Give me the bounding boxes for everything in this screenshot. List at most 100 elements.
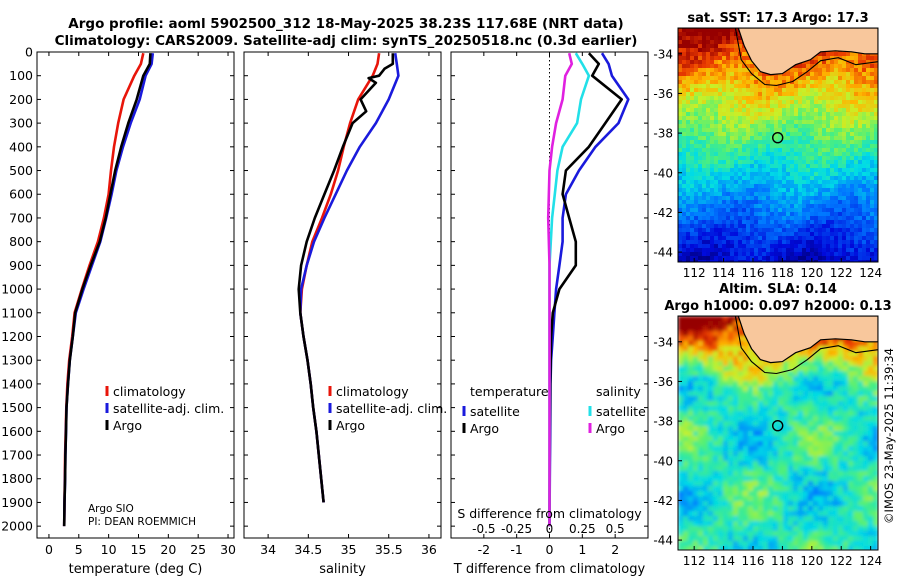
- map-lat-label: -36: [653, 375, 673, 389]
- x-tick-label: 0: [546, 542, 554, 557]
- land-mass: [678, 316, 878, 364]
- figure-title-line2: Climatology: CARS2009. Satellite-adj cli…: [55, 33, 638, 49]
- sla-map-frame: [677, 315, 879, 551]
- x-tick-label: 2: [611, 542, 619, 557]
- series-group: [546, 52, 630, 538]
- y-tick-label: 600: [9, 187, 33, 202]
- legend-temperature-title: temperature: [470, 384, 549, 399]
- argo-position-marker: [772, 419, 784, 432]
- x-tick-label: 35: [341, 542, 357, 557]
- y-tick-label: 1200: [1, 329, 33, 344]
- legend-label: satellite-adj. clim.: [113, 401, 224, 416]
- map-lon-label: 114: [712, 266, 735, 280]
- y-tick-label: 1400: [1, 376, 33, 391]
- sla-map: [678, 316, 878, 550]
- x-tick-label: 25: [190, 542, 206, 557]
- sst-map-frame: [677, 27, 879, 263]
- map-lat-label: -38: [653, 415, 673, 429]
- x-tick-label: 1: [578, 542, 586, 557]
- x-axis-label: T difference from climatology: [453, 562, 646, 577]
- legend-salinity-title: salinity: [596, 384, 641, 399]
- sst-map-title: sat. SST: 17.3 Argo: 17.3: [687, 11, 868, 26]
- s-axis-label: S difference from climatology: [457, 506, 642, 521]
- map-lon-label: 116: [742, 554, 765, 568]
- y-tick-label: 1500: [1, 400, 33, 415]
- temperature-panel: 0100200300400500600700800900100011001200…: [1, 45, 236, 578]
- x-tick-label: 30: [220, 542, 236, 557]
- sst-map: [678, 28, 878, 262]
- difference-panel: -2 -1 0 1 2 T difference from climatology temp…: [450, 51, 649, 577]
- map-lat-label: -38: [653, 127, 673, 141]
- map-lon-label: 122: [830, 266, 853, 280]
- y-tick-label: 1300: [1, 353, 33, 368]
- map-lat-label: -44: [653, 534, 673, 548]
- map-lon-label: 116: [742, 266, 765, 280]
- sla-map-title-line1: Altim. SLA: 0.14: [719, 282, 837, 297]
- map-lon-label: 124: [859, 554, 882, 568]
- x-tick-label: 5: [75, 542, 83, 557]
- x-tick-label: 35.5: [375, 542, 403, 557]
- x-tick-label: -1: [510, 542, 522, 557]
- map-lat-label: -40: [653, 454, 673, 468]
- plot-frame: [36, 51, 235, 539]
- sla-map-title-line2: Argo h1000: 0.097 h2000: 0.13: [664, 299, 891, 314]
- series-group: [297, 53, 400, 503]
- s-tick-label: 0.5: [606, 522, 625, 536]
- y-tick-label: 800: [9, 234, 33, 249]
- map-lon-label: 124: [859, 266, 882, 280]
- y-tick-label: 0: [25, 45, 33, 60]
- shelf-contour: [734, 28, 878, 87]
- s-tick-label: -0.25: [501, 522, 532, 536]
- y-tick-label: 1100: [1, 305, 33, 320]
- x-axis-label: salinity: [319, 562, 366, 577]
- salinity-panel: 34 34.5 35 35.5 36 salinity climatology satelli…: [243, 51, 447, 577]
- y-tick-label: 1000: [1, 282, 33, 297]
- x-tick-label: -2: [478, 542, 490, 557]
- x-tick-label: 15: [131, 542, 147, 557]
- map-lat-label: -42: [653, 206, 673, 220]
- map-lon-label: 118: [771, 266, 794, 280]
- sst-map-axes: 112 114 116 118 120 122 124 -34 -36 -38 -40 -42 -44: [653, 47, 882, 280]
- map-lat-label: -42: [653, 494, 673, 508]
- y-tick-label: 400: [9, 139, 33, 154]
- series-line-3: [62, 53, 152, 527]
- x-axis-label: temperature (deg C): [69, 562, 203, 577]
- series-group: [62, 52, 155, 527]
- map-lon-label: 120: [800, 266, 823, 280]
- y-tick-label: 500: [9, 163, 33, 178]
- map-lat-label: -40: [653, 166, 673, 180]
- legend-label: Argo: [470, 421, 499, 436]
- s-tick-label: 0: [546, 522, 554, 536]
- map-lat-label: -34: [653, 335, 673, 349]
- legend-label: satellite: [470, 404, 520, 419]
- legend-label: climatology: [336, 384, 409, 399]
- map-lon-label: 112: [683, 554, 706, 568]
- map-lat-label: -34: [653, 47, 673, 61]
- y-tick-label: 1900: [1, 495, 33, 510]
- plot-frame: [243, 51, 442, 539]
- argo-position-marker: [772, 131, 784, 144]
- legend-label: satellite: [596, 404, 646, 419]
- map-lon-label: 120: [800, 554, 823, 568]
- legend-label: Argo: [596, 421, 625, 436]
- y-tick-label: 200: [9, 92, 33, 107]
- credit-text: ©IMOS 23-May-2025 11:39:34: [882, 348, 896, 524]
- x-tick-label: 34: [260, 542, 276, 557]
- y-tick-label: 2000: [1, 519, 33, 534]
- series-line-3: [297, 53, 395, 503]
- map-lon-label: 114: [712, 554, 735, 568]
- figure-title-line1: Argo profile: aoml 5902500_312 18-May-20…: [68, 16, 623, 32]
- map-lon-label: 112: [683, 266, 706, 280]
- legend-label: satellite-adj. clim.: [336, 401, 447, 416]
- argo-pi-note: PI: DEAN ROEMMICH: [88, 516, 196, 528]
- legend-label: Argo: [336, 418, 365, 433]
- map-lon-label: 122: [830, 554, 853, 568]
- s-tick-label: 0.25: [569, 522, 596, 536]
- sla-map-axes: 112 114 116 118 120 122 124 -34 -36 -38 -40 -42 -44: [653, 335, 882, 568]
- y-tick-label: 1800: [1, 471, 33, 486]
- land-mass: [678, 28, 878, 76]
- argo-institution-note: Argo SIO: [88, 503, 134, 515]
- x-tick-label: 34.5: [294, 542, 322, 557]
- series-line-4: [546, 52, 574, 527]
- y-tick-label: 1600: [1, 424, 33, 439]
